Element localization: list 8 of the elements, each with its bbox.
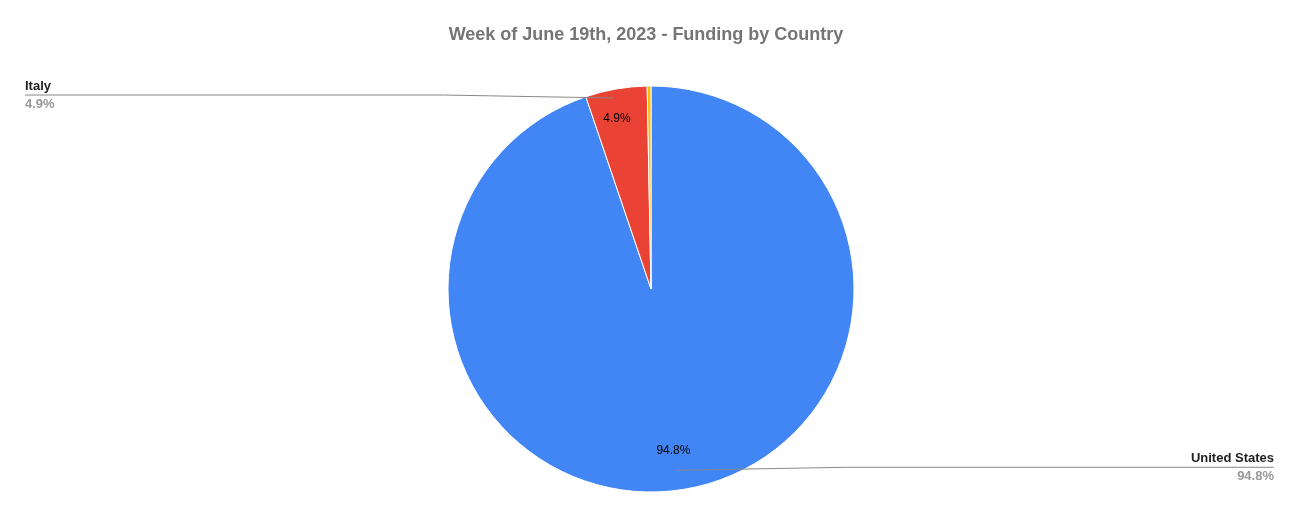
slice-label: Italy <box>25 78 52 94</box>
slice-label: United States <box>1190 450 1274 466</box>
pie-slice <box>447 85 855 493</box>
chart-title: Week of June 19th, 2023 - Funding by Country <box>448 24 844 44</box>
text: 4.9% <box>25 96 55 112</box>
data-label: 94.8% <box>656 443 691 458</box>
text: 94.8% <box>1237 468 1274 484</box>
data-label: 4.9% <box>603 111 632 126</box>
